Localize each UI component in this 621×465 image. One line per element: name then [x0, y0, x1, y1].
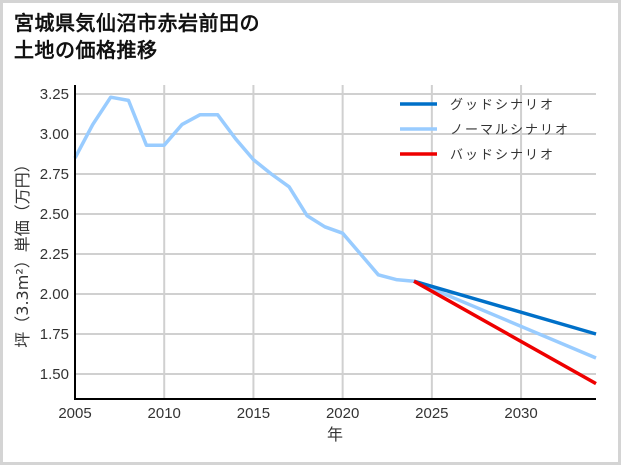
gridlines: [75, 85, 596, 399]
y-tick-label: 3.25: [40, 86, 69, 103]
x-tick-label: 2010: [148, 405, 181, 422]
legend-label: ノーマルシナリオ: [450, 123, 570, 138]
axes: [74, 85, 596, 400]
chart-title-line-2: 土地の価格推移: [14, 38, 158, 62]
y-tick-label: 1.75: [40, 326, 69, 343]
y-tick-label: 2.50: [40, 206, 69, 223]
x-axis-ticks: 2005 2010 2015 2020 2025 2030: [58, 405, 537, 422]
x-tick-label: 2005: [58, 405, 91, 422]
chart-title: 宮城県気仙沼市赤岩前田の 土地の価格推移: [14, 10, 260, 64]
chart-title-line-1: 宮城県気仙沼市赤岩前田の: [14, 11, 260, 35]
y-tick-label: 3.00: [40, 126, 69, 143]
y-axis-ticks: 1.50 1.75 2.00 2.25 2.50 2.75 3.00 3.25: [40, 86, 69, 383]
x-tick-label: 2030: [504, 405, 537, 422]
series-lines: [73, 95, 597, 386]
y-tick-label: 2.25: [40, 246, 69, 263]
y-tick-label: 2.75: [40, 166, 69, 183]
x-tick-label: 2020: [326, 405, 359, 422]
y-tick-label: 2.00: [40, 286, 69, 303]
x-tick-label: 2015: [237, 405, 270, 422]
x-tick-label: 2025: [415, 405, 448, 422]
series-line: [413, 279, 597, 336]
legend-label: グッドシナリオ: [450, 98, 555, 113]
y-axis-label: 坪（3.3m²）単価（万円）: [13, 156, 32, 347]
legend-label: バッドシナリオ: [450, 148, 555, 163]
series-line: [413, 279, 597, 386]
x-axis-label: 年: [327, 425, 343, 444]
series-line: [73, 95, 597, 360]
y-tick-label: 1.50: [40, 366, 69, 383]
